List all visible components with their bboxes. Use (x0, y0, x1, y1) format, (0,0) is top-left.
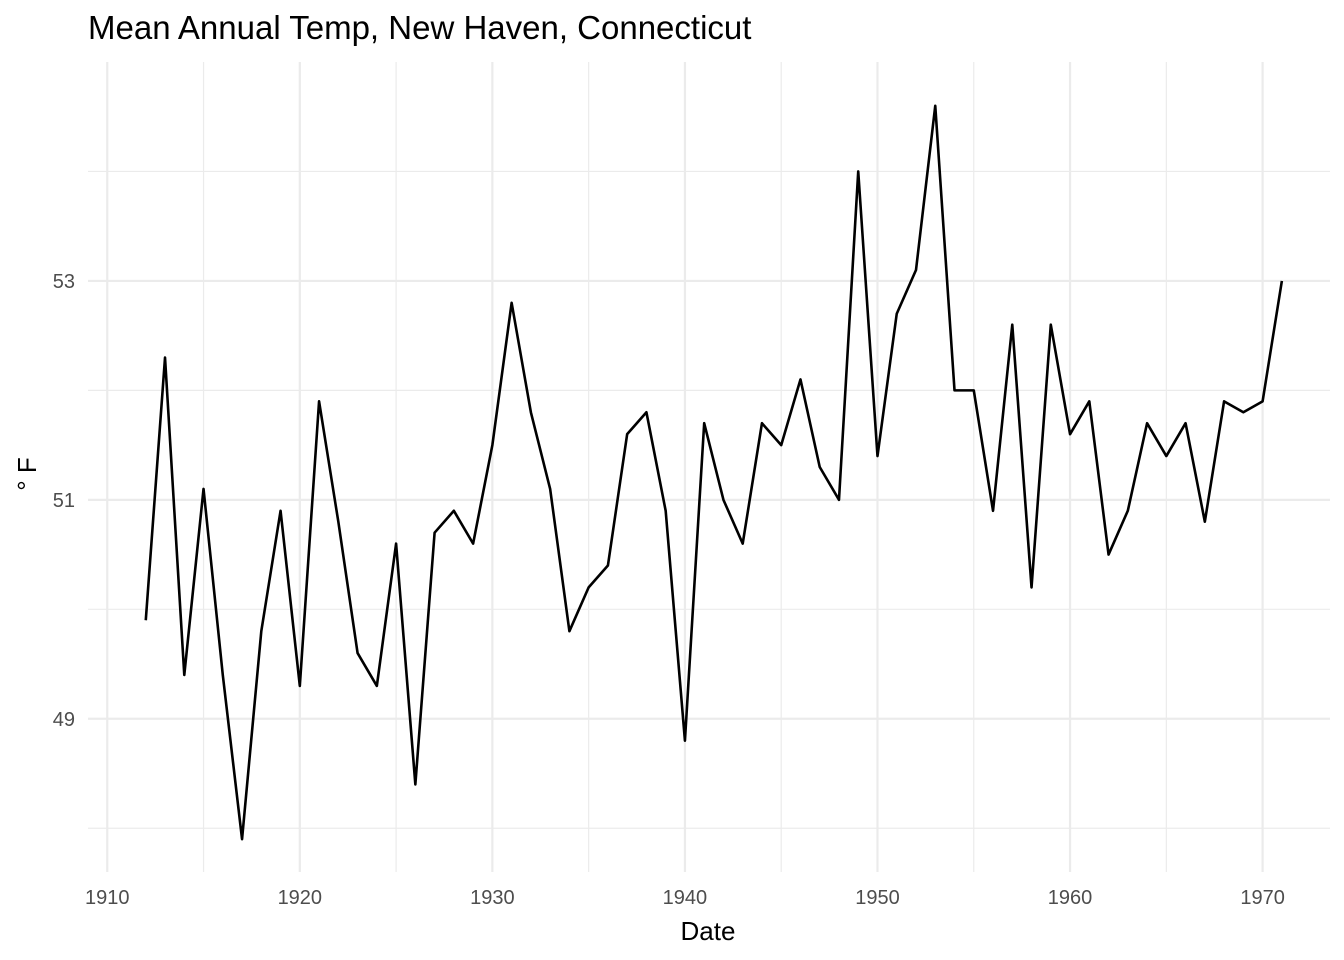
x-tick-label: 1970 (1240, 887, 1285, 909)
y-axis-ticks: 49 51 53 (53, 271, 75, 731)
x-tick-label: 1910 (85, 887, 130, 909)
y-tick-label: 51 (53, 490, 75, 512)
x-tick-label: 1940 (663, 887, 708, 909)
x-tick-label: 1950 (855, 887, 900, 909)
grid (88, 62, 1330, 872)
y-tick-label: 53 (53, 271, 75, 293)
x-tick-label: 1960 (1048, 887, 1093, 909)
x-tick-label: 1920 (278, 887, 323, 909)
y-tick-label: 49 (53, 709, 75, 731)
x-axis-title: Date (681, 916, 736, 946)
chart-title: Mean Annual Temp, New Haven, Connecticut (88, 9, 751, 46)
x-tick-label: 1930 (470, 887, 515, 909)
y-axis-title: ° F (12, 457, 42, 491)
series-line (144, 104, 1284, 841)
x-axis-ticks: 1910 1920 1930 1940 1950 1960 1970 (85, 887, 1285, 909)
